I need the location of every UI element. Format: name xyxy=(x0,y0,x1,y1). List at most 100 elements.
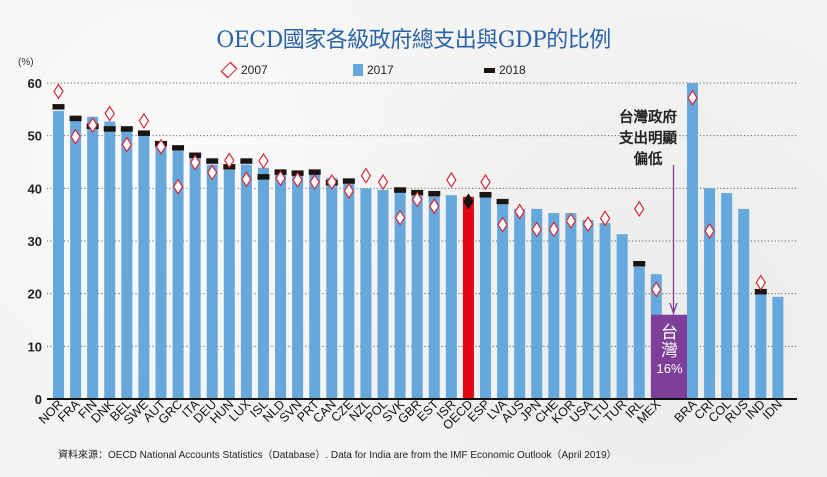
bar-2017-ltu xyxy=(599,223,611,399)
marker-2007-gbr xyxy=(411,191,423,208)
bar-2017-svk xyxy=(394,192,406,399)
annotation-line-3: 偏低 xyxy=(633,152,663,168)
bar-2017-est xyxy=(428,196,440,399)
marker-2007-swe xyxy=(138,112,150,130)
marker-2007-svk xyxy=(394,209,406,226)
legend-label-2018: 2018 xyxy=(499,63,526,77)
bar-2017-kor xyxy=(565,213,577,399)
marker-2007-aut xyxy=(155,138,167,155)
marker-2018-deu xyxy=(206,158,219,164)
marker-2007-ind xyxy=(755,274,767,291)
annotation-line-2: 支出明顯 xyxy=(619,131,677,147)
bar-2017-oecd xyxy=(462,196,474,399)
taiwan-annotation: 台灣政府 支出明顯 偏低 xyxy=(608,108,688,171)
bar-2017-bel xyxy=(121,129,133,399)
bar-2017-isr xyxy=(445,195,457,399)
bar-2017-nor xyxy=(53,110,64,399)
legend: 2007 2017 2018 xyxy=(0,61,827,81)
bar-2017-pol xyxy=(377,189,389,399)
marker-2007-nld xyxy=(275,170,286,187)
marker-2007-hun xyxy=(224,152,235,169)
bar-2017-jpn xyxy=(531,208,543,399)
marker-2007-can xyxy=(326,173,337,191)
y-tick-label: 20 xyxy=(28,287,42,302)
marker-2007-usa xyxy=(582,216,594,233)
bar-2017-ita xyxy=(189,157,201,399)
marker-2007-che xyxy=(548,221,560,238)
source-note: 資料來源：OECD National Accounts Statistics（D… xyxy=(58,446,617,461)
marker-2007-isr xyxy=(446,171,457,189)
bar-2017-grc xyxy=(172,150,184,399)
y-tick-label: 60 xyxy=(28,76,42,91)
bar-2017-fra xyxy=(70,119,82,399)
bar-2017-ind xyxy=(755,294,767,399)
marker-2007-ltu xyxy=(599,210,611,227)
marker-2007-aus xyxy=(514,203,525,220)
marker-2007-prt xyxy=(309,173,320,191)
marker-2007-oecd xyxy=(463,193,474,210)
chart-title: OECD國家各級政府總支出與GDP的比例 xyxy=(216,28,611,53)
marker-2007-jpn xyxy=(531,221,542,238)
bar-2017-rus xyxy=(738,208,750,399)
bar-2017-isl xyxy=(257,167,269,399)
bar-2017-dnk xyxy=(104,121,116,400)
marker-2007-pol xyxy=(377,173,389,191)
y-tick-label: 30 xyxy=(28,234,42,249)
bar-2017-nld xyxy=(275,173,287,399)
bar-2017-svn xyxy=(292,175,304,399)
marker-2007-fin xyxy=(87,117,98,134)
marker-2007-nzl xyxy=(360,167,372,184)
marker-2007-mex xyxy=(651,281,662,298)
y-axis-unit: (%) xyxy=(18,57,34,68)
taiwan-label: 台 灣 16% xyxy=(651,324,688,375)
bar-2017-gbr xyxy=(411,195,423,399)
marker-2007-ita xyxy=(189,154,201,171)
marker-2018-est xyxy=(428,190,441,197)
bar-2017-hun xyxy=(223,169,235,399)
taiwan-percent: 16% xyxy=(656,360,683,376)
taiwan-label-line-1: 台 xyxy=(661,323,678,342)
legend-label-2017: 2017 xyxy=(367,63,394,77)
marker-2007-esp xyxy=(480,173,491,191)
marker-2018-esp xyxy=(479,192,492,198)
bar-2017-fin xyxy=(87,116,99,399)
marker-2007-kor xyxy=(565,212,577,230)
marker-2007-cze xyxy=(343,182,355,200)
bar-2017-cze xyxy=(343,184,355,399)
bar-2017-swe xyxy=(138,135,150,399)
y-tick-label: 40 xyxy=(28,181,42,196)
marker-2007-bel xyxy=(121,136,133,153)
marker-2007-dnk xyxy=(104,105,115,122)
marker-2007-nor xyxy=(53,83,64,100)
marker-2018-nor xyxy=(52,104,65,110)
y-tick-label: 0 xyxy=(35,392,42,407)
marker-2018-bel xyxy=(120,126,133,132)
marker-2018-ind xyxy=(754,288,767,295)
bar-2017-aut xyxy=(155,145,167,399)
legend-label-2007: 2007 xyxy=(241,63,268,77)
x-tick-label: IDN xyxy=(760,397,785,422)
bar-2017-che xyxy=(548,213,560,399)
marker-2007-irl xyxy=(634,200,645,217)
annotation-arrowhead-icon xyxy=(669,302,678,315)
taiwan-label-line-2: 灣 xyxy=(661,340,678,360)
marker-2018-lva xyxy=(496,198,509,205)
marker-2018-cze xyxy=(342,178,355,184)
bar-2017-lva xyxy=(497,204,509,399)
legend-item-2017: 2017 xyxy=(353,63,394,77)
bar-2017-can xyxy=(326,177,338,399)
bar-2017-prt xyxy=(309,174,321,399)
marker-2018-lux xyxy=(240,158,253,164)
marker-2018-prt xyxy=(308,169,321,175)
marker-2018-fra xyxy=(69,115,82,122)
marker-2018-isl xyxy=(257,174,270,180)
black-dash-icon xyxy=(484,67,495,73)
bar-2017-aus xyxy=(514,208,526,399)
bar-2017-lux xyxy=(240,164,252,399)
marker-2018-dnk xyxy=(103,126,116,132)
marker-2018-svk xyxy=(394,187,407,193)
bar-2017-cri xyxy=(704,188,716,399)
bar-2017-deu xyxy=(206,164,218,399)
bar-2017-irl xyxy=(633,266,645,399)
